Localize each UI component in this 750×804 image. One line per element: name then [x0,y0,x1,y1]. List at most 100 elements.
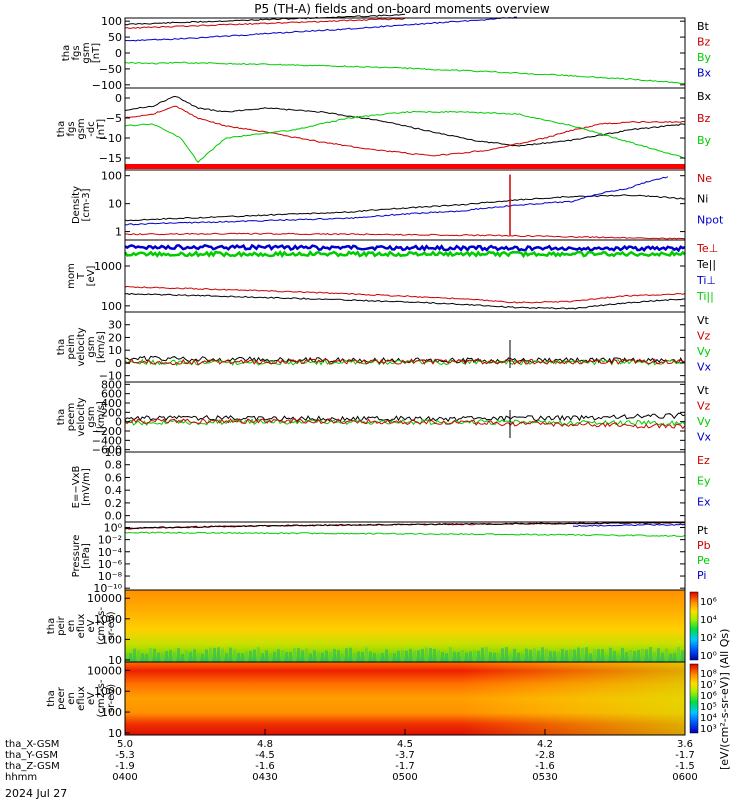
heatmap-speckle [397,650,400,662]
heatmap-speckle [245,651,248,662]
ytick-label: 1000 [94,613,122,626]
heatmap-speckle [557,651,560,662]
heatmap-speckle [481,647,484,662]
series-line-Ti||-mom-temp [124,292,685,310]
series-line-Te-mom-temp [124,243,686,253]
panel-mom-temp: 1000 100 momT[eV] Te⊥ Te|| Ti⊥ Ti|| [66,239,718,313]
ylabel-efield: E=−VxB[mV/m] [71,466,92,509]
orbit-axis-labels: tha_X-GSMtha_Y-GSMtha_Z-GSMhhmm5.0-5.3-1… [5,729,698,783]
ylabel-line: Density [71,186,82,224]
heatmap-speckle [217,647,220,662]
heatmap-speckle [133,648,136,662]
heatmap-speckle [505,647,508,662]
heatmap-speckle [129,653,132,662]
heatmap-speckle [521,653,524,662]
series-line-Bz-fgs-gsm-full [124,17,406,29]
heatmap-speckle [237,652,240,662]
heatmap-speckle [137,650,140,662]
ytick-label: 800 [101,378,122,391]
heatmap-speckle [125,653,128,662]
heatmap-speckle [365,647,368,662]
heatmap-speckle [213,647,216,662]
ytick-label: 0 [115,92,122,105]
heatmap-speckle [201,653,204,662]
ylabel-line: peer [56,686,67,710]
heatmap-speckle [389,653,392,662]
heatmap-speckle [469,651,472,662]
orbit-tick-t: 0430 [252,772,277,783]
series-line-Pi-pressure [572,523,686,527]
heatmap-speckle [209,647,212,662]
ylabel-line: eflux [76,686,87,711]
ylabel-line: velocity [76,397,87,436]
heatmap-speckle [229,647,232,662]
ylabel-line: [eV] [86,266,97,287]
heatmap-speckle [269,653,272,662]
heatmap-speckle [281,650,284,662]
orbit-row-label: hhmm [5,772,37,783]
ytick-label: 50 [108,31,122,44]
heatmap-speckle [509,653,512,662]
heatmap-speckle [561,648,564,662]
heatmap-speckle [337,650,340,662]
ytick-label: 100 [101,706,122,719]
ytick-label: −10 [99,132,122,145]
series-line-Bz-fgs-gsm-dc [124,105,686,157]
heatmap-speckle [169,650,172,662]
panel-frame [124,87,686,171]
ylabel-fgs-gsm-dc: thafgsgsm-dc[nT] [56,118,107,139]
ytick-label: 10⁰ [104,521,123,534]
heatmap-speckle [441,652,444,662]
legend-Pb: Pb [697,539,711,552]
heatmap-speckle [361,651,364,662]
heatmap-speckle [165,650,168,662]
heatmap-speckle [461,650,464,662]
ytick-label: 30 [108,319,122,332]
ylabel-line: sr-eV) [106,684,117,713]
heatmap-speckle [297,648,300,662]
heatmap-speckle [445,653,448,662]
heatmap-speckle [425,647,428,662]
heatmap-speckle [225,653,228,662]
series-line-Ni-density [124,194,686,222]
heatmap-speckle [533,648,536,662]
heatmap-speckle [585,647,588,662]
series-line-Bt-fgs-gsm-full [124,13,405,26]
series-line-Pe-pressure [124,531,686,537]
colorbar-tick: 10² [700,633,717,644]
orbit-tick-x: 5.0 [117,739,133,750]
heatmap-speckle [473,650,476,662]
orbit-tick-y: -1.7 [675,750,695,761]
ytick-label: 1000 [94,260,122,273]
ylabel-peir-eflux: thapeirenefluxeV(cm2-s-sr-eV) [46,607,117,645]
legend-Bz: Bz [697,36,711,49]
ytick-label: 100 [101,633,122,646]
ylabel-line: [km/s] [96,401,107,433]
heatmap-speckle [333,648,336,662]
orbit-tick-z: -1.5 [675,761,695,772]
heatmap-speckle [569,649,572,662]
panel-frame [124,169,686,241]
colorbar-tick: 10⁶ [700,597,717,608]
heatmap-speckle [465,652,468,662]
orbit-row-label: tha_Y-GSM [5,750,58,761]
ytick-label: 0 [115,357,122,370]
heatmap-speckle [145,653,148,662]
orbit-tick-t: 0530 [532,772,557,783]
ytick-label: 0.0 [105,510,123,523]
ytick-label: 600 [101,388,122,401]
legend-Ne: Ne [697,172,712,185]
colorbar-label: [eV/(cm²-s-sr-eV)] (All Qs) [718,629,731,770]
panel-fgs-gsm-dc: 0 −5 −10 −15 thafgsgsm-dc[nT] Bx Bz By [56,87,712,171]
legend-Ex: Ex [697,495,711,508]
colorbar-tick: 10⁰ [700,651,717,662]
heatmap-speckle [193,649,196,662]
ylabel-line: gsm [81,42,92,63]
ylabel-line: en [66,620,77,633]
ylabel-line: peem [66,403,77,431]
heatmap-speckle [173,651,176,662]
heatmap-speckle [501,648,504,662]
series-line-Vz-peem-velocity [124,418,686,430]
